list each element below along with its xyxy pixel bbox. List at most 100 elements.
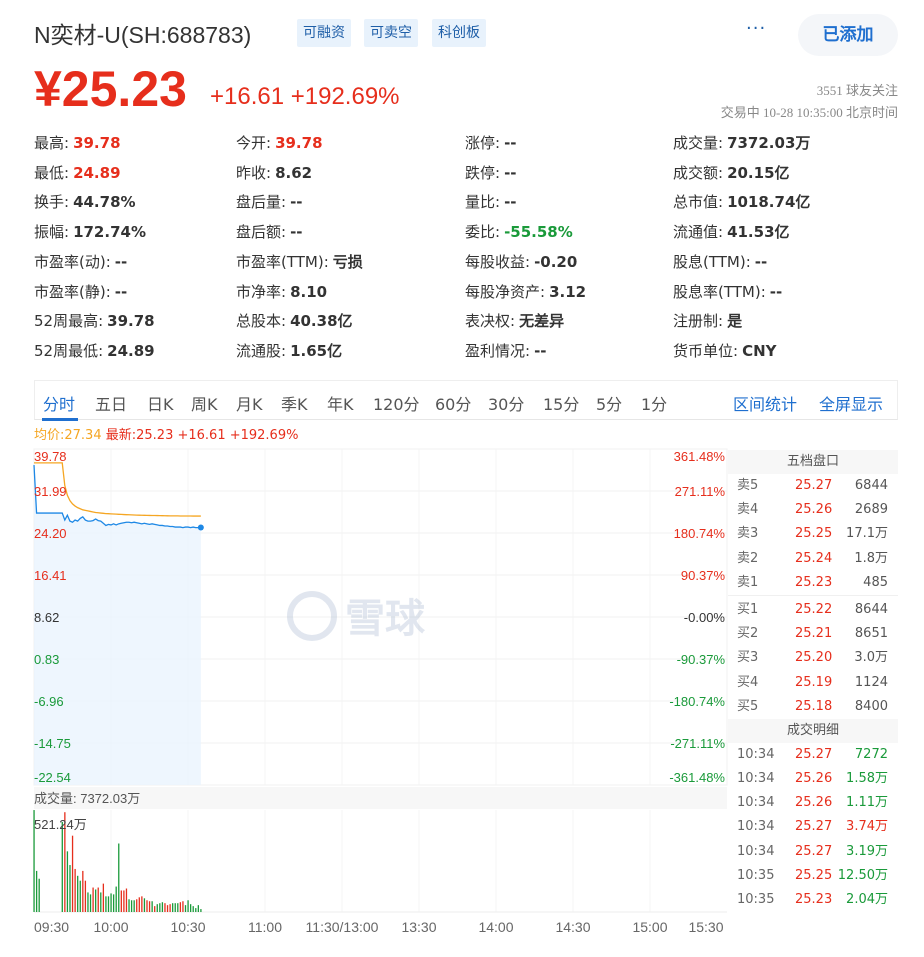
y-tick-label: 8.62 [34, 610, 59, 625]
row-label: 卖1 [737, 574, 759, 590]
stat-value: -- [290, 193, 303, 212]
volume-bar [107, 896, 110, 912]
tab-9[interactable]: 30分 [488, 395, 525, 414]
avg-price-legend: 均价:27.34 [34, 428, 102, 443]
volume-bar [151, 901, 153, 912]
stat-item: 量比: -- [465, 191, 517, 212]
followers-count[interactable]: 3551 球友关注 [816, 83, 898, 98]
y-tick-label: -6.96 [34, 694, 64, 709]
pct-tick-label: -271.11% [670, 736, 725, 751]
volume-bar [169, 904, 171, 912]
stat-label: 货币单位: [673, 341, 739, 360]
stat-label: 股息(TTM): [673, 252, 751, 271]
stat-item: 委比: -55.58% [465, 221, 573, 242]
stat-value: 3.12 [549, 282, 587, 301]
volume-bar [154, 906, 156, 912]
row-volume: 2689 [854, 502, 888, 518]
x-tick-label: 15:00 [632, 919, 667, 935]
row-price: 25.25 [795, 867, 833, 883]
volume-bar [174, 903, 176, 912]
volume-bar [71, 835, 74, 912]
order-book-row: 买4 25.19 1124 [728, 671, 898, 695]
x-tick-label: 09:30 [34, 919, 69, 935]
row-volume: 2.04万 [846, 892, 888, 907]
latest-price-legend: 最新:25.23 +16.61 +192.69% [105, 428, 299, 443]
tab-7[interactable]: 120分 [373, 395, 420, 414]
volume-bar [182, 901, 184, 912]
tab-3[interactable]: 周K [191, 395, 218, 414]
x-tick-label: 10:30 [170, 919, 205, 935]
row-volume: 7272 [854, 746, 888, 762]
interval-stats-button[interactable]: 区间统计 [733, 395, 798, 414]
stat-label: 跌停: [465, 163, 501, 182]
volume-title: 成交量: 7372.03万 [34, 791, 140, 806]
stat-value: -- [290, 223, 303, 242]
volume-bar [166, 905, 169, 912]
row-label: 卖2 [737, 550, 759, 566]
stat-value: CNY [742, 341, 777, 360]
volume-bar [179, 902, 182, 912]
stat-item: 成交量: 7372.03万 [673, 132, 810, 153]
tab-10[interactable]: 15分 [543, 395, 580, 414]
stat-value: 39.78 [73, 134, 121, 152]
row-label: 卖5 [737, 478, 759, 493]
volume-bar [105, 896, 107, 912]
stat-item: 表决权: 无差异 [465, 310, 564, 331]
tab-11[interactable]: 5分 [596, 395, 623, 414]
volume-bar [189, 904, 192, 912]
tab-5[interactable]: 季K [281, 395, 308, 414]
tag-star-market[interactable]: 科创板 [432, 19, 486, 47]
volume-bar [197, 905, 199, 912]
stat-label: 流通股: [236, 341, 287, 360]
order-book-title: 五档盘口 [728, 450, 898, 474]
added-button[interactable]: 已添加 [798, 14, 898, 56]
order-book-row: 10:34 25.27 3.74万 [728, 815, 898, 839]
stat-item: 换手: 44.78% [34, 191, 136, 212]
stat-value: 44.78% [73, 193, 136, 212]
stat-item: 昨收: 8.62 [236, 162, 312, 183]
order-book-row: 10:35 25.23 2.04万 [728, 888, 898, 912]
chart-tabs: 分时 五日 日K 周K 月K 季K 年K 120分 60分 30分 15分 5分 1分 区间统计 全屏显示 [34, 380, 898, 420]
current-price: ¥25.23 [34, 61, 187, 117]
row-price: 25.26 [795, 502, 833, 518]
row-price: 25.24 [795, 550, 833, 566]
stat-label: 盘后量: [236, 193, 287, 212]
volume-bar [128, 899, 130, 912]
volume-bar [110, 893, 112, 912]
tab-12[interactable]: 1分 [641, 395, 668, 414]
stat-item: 涨停: -- [465, 132, 517, 153]
intraday-chart[interactable]: 雪球 39.78 361.48% 31.99 271.11% 24.20 180.74% 16… [0, 440, 728, 957]
tag-margin[interactable]: 可融资 [297, 19, 351, 47]
stat-value: -- [504, 193, 517, 212]
y-tick-label: 39.78 [34, 449, 67, 464]
stat-label: 总市值: [673, 193, 724, 212]
tab-6[interactable]: 年K [327, 395, 354, 414]
volume-bar [115, 886, 117, 912]
volume-bar [112, 894, 115, 912]
tab-8[interactable]: 60分 [435, 395, 472, 414]
fullscreen-button[interactable]: 全屏显示 [819, 395, 884, 414]
order-book-row: 卖1 25.23 485 [728, 571, 898, 595]
y-tick-label: 24.20 [34, 526, 67, 541]
stat-label: 52周最低: [34, 341, 104, 360]
tag-short[interactable]: 可卖空 [364, 19, 418, 47]
row-price: 25.23 [795, 574, 833, 590]
tab-1[interactable]: 五日 [95, 395, 128, 414]
row-label: 买3 [737, 650, 759, 666]
volume-bar [161, 902, 164, 912]
stat-label: 振幅: [34, 223, 70, 242]
more-icon[interactable]: ··· [746, 18, 767, 39]
stat-value: -- [754, 252, 768, 271]
volume-bar [66, 851, 69, 912]
order-book-row: 10:34 25.26 1.58万 [728, 767, 898, 791]
row-label: 10:34 [737, 819, 775, 835]
stat-item: 52周最高: 39.78 [34, 310, 155, 331]
stat-item: 盘后量: -- [236, 191, 303, 212]
row-label: 10:35 [737, 892, 775, 907]
tab-2[interactable]: 日K [147, 395, 174, 414]
order-book-row: 买3 25.20 3.0万 [728, 646, 898, 670]
change-value: +16.61 [210, 83, 285, 110]
stat-value: 8.62 [275, 163, 313, 182]
tab-0[interactable]: 分时 [43, 395, 76, 414]
tab-4[interactable]: 月K [236, 395, 263, 414]
